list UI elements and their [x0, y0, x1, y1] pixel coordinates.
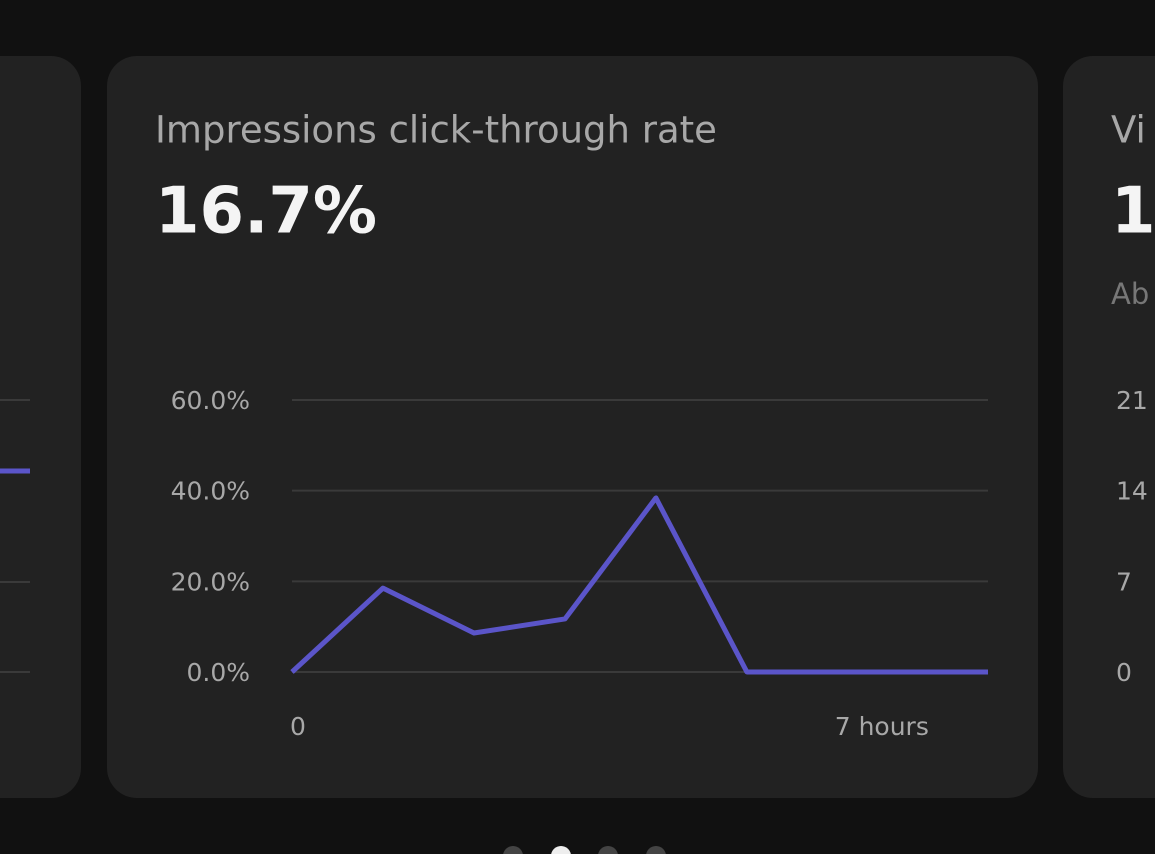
- prev-card-chart: [0, 399, 30, 673]
- next-card-value: 12: [1111, 175, 1155, 249]
- y-tick-label: 40.0%: [171, 477, 250, 506]
- y-tick-label: 20.0%: [171, 567, 250, 596]
- x-tick-label: 7 hours: [835, 712, 929, 741]
- page-dot[interactable]: [503, 846, 523, 854]
- ctr-card[interactable]: [107, 56, 1038, 798]
- next-card[interactable]: [1063, 56, 1155, 798]
- x-tick-label: 0: [290, 712, 306, 741]
- next-card-tick: 21: [1116, 386, 1148, 415]
- line: [290, 495, 988, 675]
- prev-card[interactable]: [0, 56, 81, 798]
- next-card-axis: 21 14 7 0: [1116, 386, 1148, 687]
- next-card-title: Vi: [1111, 109, 1146, 152]
- pagination: [503, 846, 666, 854]
- card-value: 16.7%: [155, 175, 377, 249]
- card-title: Impressions click-through rate: [155, 109, 717, 152]
- next-card-tick: 14: [1116, 477, 1148, 506]
- page-dot[interactable]: [598, 846, 618, 854]
- y-tick-label: 0.0%: [186, 658, 250, 687]
- page-dot-active[interactable]: [551, 846, 571, 854]
- next-card-subtitle: Ab: [1111, 277, 1149, 311]
- page-dot[interactable]: [646, 846, 666, 854]
- plot: 0.0% 20.0% 40.0% 60.0% 0 7 hours: [171, 386, 988, 741]
- y-tick-label: 60.0%: [171, 386, 250, 415]
- next-card-tick: 7: [1116, 567, 1132, 596]
- next-card-tick: 0: [1116, 658, 1132, 687]
